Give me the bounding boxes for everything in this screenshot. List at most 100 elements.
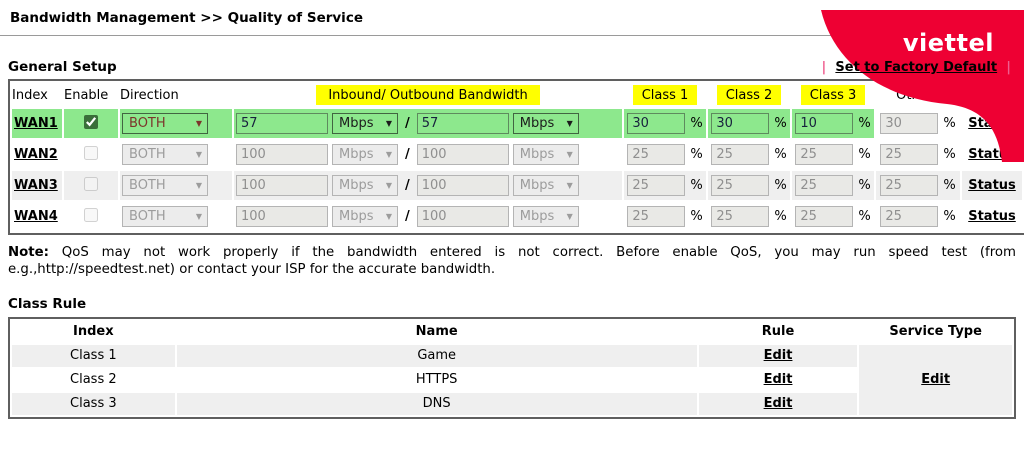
header-divider bbox=[0, 35, 1024, 36]
wan4-others-percent-input bbox=[880, 206, 939, 227]
set-to-factory-default-link[interactable]: Set to Factory Default bbox=[835, 60, 998, 75]
class1-index: Class 1 bbox=[12, 344, 175, 367]
wan4-link[interactable]: WAN4 bbox=[14, 209, 58, 224]
table-header-row: Index Enable Direction Inbound/ Outbound… bbox=[12, 83, 1022, 107]
dropdown-arrow-icon: ▼ bbox=[195, 119, 202, 128]
wan3-outbound-unit-value: Mbps bbox=[519, 178, 555, 193]
col-header-direction: Direction bbox=[120, 87, 179, 103]
wan4-inbound-unit-value: Mbps bbox=[339, 209, 374, 224]
percent-sign: % bbox=[690, 116, 703, 131]
dropdown-arrow-icon: ▼ bbox=[566, 181, 573, 190]
page-title: Bandwidth Management >> Quality of Servi… bbox=[10, 10, 363, 26]
dropdown-arrow-icon: ▼ bbox=[566, 150, 573, 159]
wan2-direction-value: BOTH bbox=[129, 147, 166, 162]
col-header-index: Index bbox=[12, 87, 48, 103]
separator: | bbox=[821, 60, 827, 75]
wan1-outbound-unit-select[interactable]: Mbps ▼ bbox=[512, 113, 579, 134]
wan3-link[interactable]: WAN3 bbox=[14, 178, 58, 193]
wan2-status-link[interactable]: Status bbox=[968, 147, 1016, 162]
wan2-class3-percent-input bbox=[795, 144, 854, 165]
percent-sign: % bbox=[943, 178, 956, 193]
wan2-inbound-unit-value: Mbps bbox=[339, 147, 374, 162]
class2-name: HTTPS bbox=[415, 372, 458, 388]
wan4-status-link[interactable]: Status bbox=[968, 209, 1016, 224]
wan3-direction-value: BOTH bbox=[129, 178, 166, 193]
percent-sign: % bbox=[690, 147, 703, 162]
separator: | bbox=[1006, 60, 1011, 75]
dropdown-arrow-icon: ▼ bbox=[566, 119, 573, 128]
col-header-status: Status bbox=[971, 87, 1013, 103]
wan1-outbound-bandwidth-input[interactable] bbox=[416, 113, 509, 134]
percent-sign: % bbox=[943, 209, 956, 224]
percent-sign: % bbox=[690, 209, 703, 224]
wan2-enable-checkbox bbox=[84, 145, 98, 160]
percent-sign: % bbox=[858, 147, 871, 162]
note-line2: e.g.,http://speedtest.net) or contact yo… bbox=[8, 262, 496, 278]
class3-index: Class 3 bbox=[12, 392, 175, 415]
col-header-service-type: Service Type bbox=[889, 324, 982, 340]
bandwidth-header-highlight: Inbound/ Outbound Bandwidth bbox=[316, 85, 540, 105]
wan1-inbound-bandwidth-input[interactable] bbox=[236, 113, 328, 134]
percent-sign: % bbox=[690, 178, 703, 193]
dropdown-arrow-icon: ▼ bbox=[195, 181, 202, 190]
dropdown-arrow-icon: ▼ bbox=[195, 212, 202, 221]
table-row-class3: Class 3 DNS Edit bbox=[12, 392, 1012, 415]
wan2-outbound-unit-select: Mbps ▼ bbox=[512, 144, 579, 165]
wan2-others-percent-input bbox=[880, 144, 939, 165]
table-row-wan4: WAN4 BOTH ▼ Mbps ▼ / Mbps ▼ bbox=[12, 202, 1022, 231]
wan3-enable-checkbox bbox=[84, 176, 98, 191]
bandwidth-slash: / bbox=[405, 116, 410, 131]
wan3-inbound-bandwidth-input bbox=[236, 175, 328, 196]
dropdown-arrow-icon: ▼ bbox=[385, 181, 392, 190]
general-setup-table: Index Enable Direction Inbound/ Outbound… bbox=[8, 79, 1024, 235]
percent-sign: % bbox=[943, 116, 956, 131]
wan1-direction-select[interactable]: BOTH ▼ bbox=[122, 113, 208, 134]
general-setup-header-bar: General Setup | Set to Factory Default | bbox=[8, 59, 1016, 75]
wan4-outbound-unit-select: Mbps ▼ bbox=[512, 206, 579, 227]
wan1-class2-percent-input[interactable] bbox=[711, 113, 770, 134]
wan1-status-link[interactable]: Status bbox=[968, 116, 1016, 131]
wan4-direction-value: BOTH bbox=[129, 209, 166, 224]
wan1-direction-value: BOTH bbox=[129, 116, 166, 131]
dropdown-arrow-icon: ▼ bbox=[385, 119, 392, 128]
wan3-inbound-unit-value: Mbps bbox=[339, 178, 374, 193]
percent-sign: % bbox=[858, 116, 871, 131]
class3-rule-edit-link[interactable]: Edit bbox=[763, 396, 793, 412]
wan2-inbound-unit-select: Mbps ▼ bbox=[332, 144, 398, 165]
wan1-enable-checkbox[interactable] bbox=[84, 114, 98, 129]
wan3-class3-percent-input bbox=[795, 175, 854, 196]
wan1-link[interactable]: WAN1 bbox=[14, 116, 58, 131]
note-label: Note: bbox=[8, 245, 49, 260]
wan3-outbound-unit-select: Mbps ▼ bbox=[512, 175, 579, 196]
wan1-inbound-unit-select[interactable]: Mbps ▼ bbox=[332, 113, 398, 134]
wan3-inbound-unit-select: Mbps ▼ bbox=[332, 175, 398, 196]
col-header-class2: Class 2 bbox=[708, 83, 790, 107]
wan4-inbound-unit-select: Mbps ▼ bbox=[332, 206, 398, 227]
wan4-outbound-bandwidth-input bbox=[416, 206, 509, 227]
service-type-edit-link[interactable]: Edit bbox=[921, 372, 951, 388]
class2-rule-edit-link[interactable]: Edit bbox=[763, 372, 793, 388]
wan2-link[interactable]: WAN2 bbox=[14, 147, 58, 162]
col-header-class3: Class 3 bbox=[792, 83, 874, 107]
wan3-status-link[interactable]: Status bbox=[968, 178, 1016, 193]
percent-sign: % bbox=[774, 147, 787, 162]
table-row-wan3: WAN3 BOTH ▼ Mbps ▼ / Mbps ▼ bbox=[12, 171, 1022, 200]
wan1-outbound-unit-value: Mbps bbox=[519, 116, 555, 131]
wan3-outbound-bandwidth-input bbox=[416, 175, 509, 196]
wan2-class1-percent-input bbox=[627, 144, 686, 165]
wan1-class3-percent-input[interactable] bbox=[795, 113, 854, 134]
wan1-others-percent-input bbox=[880, 113, 939, 134]
class-rule-table: Index Name Rule Service Type Class 1 Gam… bbox=[8, 316, 1016, 419]
wan4-class1-percent-input bbox=[627, 206, 686, 227]
logo-wordmark: viettel bbox=[902, 29, 994, 57]
bandwidth-slash: / bbox=[405, 178, 410, 193]
class1-rule-edit-link[interactable]: Edit bbox=[763, 348, 793, 364]
dropdown-arrow-icon: ▼ bbox=[566, 212, 573, 221]
class3-header-highlight: Class 3 bbox=[800, 85, 866, 105]
wan2-class2-percent-input bbox=[711, 144, 770, 165]
wan4-outbound-unit-value: Mbps bbox=[519, 209, 555, 224]
wan4-class2-percent-input bbox=[711, 206, 770, 227]
wan1-class1-percent-input[interactable] bbox=[627, 113, 686, 134]
wan4-enable-checkbox bbox=[84, 207, 98, 222]
col-header-enable: Enable bbox=[64, 87, 109, 103]
